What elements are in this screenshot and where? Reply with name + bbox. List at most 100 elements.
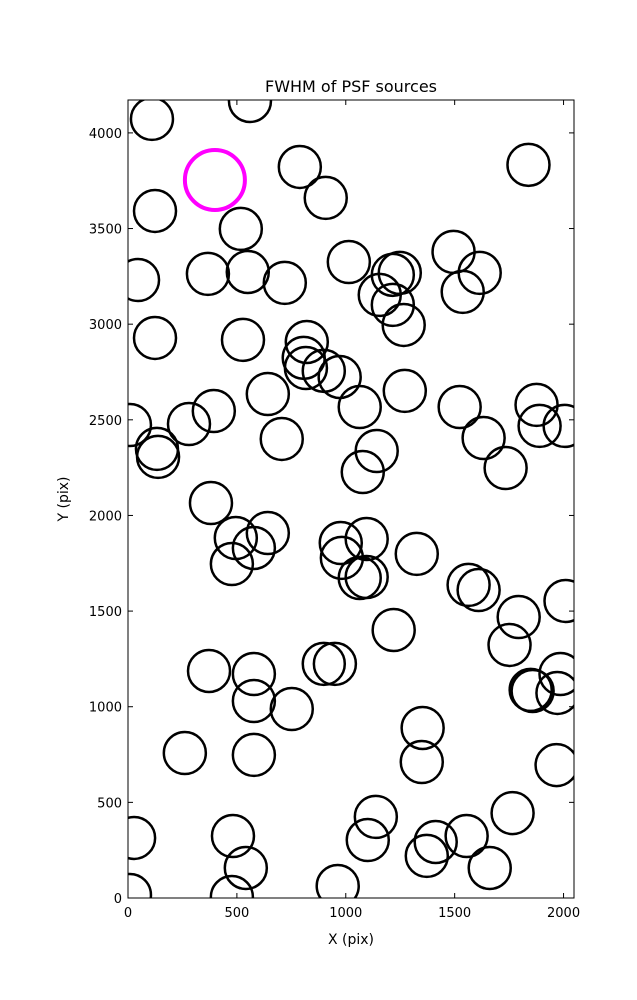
source-circle [457,250,502,296]
source-circle [483,445,528,491]
chart-title: FWHM of PSF sources [265,77,437,96]
source-circle [340,449,386,495]
source-circle [437,384,482,430]
x-tick-label: 1500 [438,906,471,921]
source-circle [188,480,234,526]
source-circle [490,790,535,836]
y-tick-label: 1500 [89,605,122,620]
source-circle [301,641,347,687]
y-axis-label: Y (pix) [56,477,72,523]
source-circle [394,531,440,577]
source-circle [381,302,426,348]
source-circle [496,594,541,640]
source-circle [209,874,255,898]
source-circle [129,100,175,142]
plot-frame [127,99,575,899]
source-circle [132,188,178,234]
y-tick-label: 500 [97,796,122,811]
source-circle [510,668,555,714]
source-circle [461,415,506,461]
source-circle [284,319,330,365]
source-circle [191,388,237,434]
source-circle [400,705,445,751]
source-circle [231,678,277,724]
source-circle [283,345,329,391]
source-circle [543,578,574,624]
source-circle [467,845,512,891]
source-circle [303,175,348,221]
source-circle [382,368,428,414]
source-circle [404,833,450,879]
source-circle [431,229,476,275]
source-circle [259,416,304,462]
y-tick-label: 3000 [89,318,122,333]
source-circle [210,813,256,859]
source-circle [227,100,273,124]
source-circle [344,554,389,600]
source-circle [444,813,489,859]
source-circle [377,250,423,296]
source-circle [132,315,178,361]
source-circle [517,403,562,449]
source-circle [185,251,231,297]
y-tick-label: 0 [114,892,122,907]
x-axis-label: X (pix) [328,932,374,948]
reference-circle [182,147,247,212]
source-circle [134,426,180,472]
source-circle [135,434,181,480]
source-circle [166,401,212,447]
source-circle [128,257,161,303]
source-circle [487,622,532,668]
source-circle [277,144,323,190]
source-circle [220,317,266,363]
x-tick-label: 0 [124,906,132,921]
plot-marks [128,100,574,898]
source-circle [225,249,271,295]
source-circle [456,567,501,613]
y-tick-label: 3500 [89,223,122,238]
source-circle [440,269,485,315]
source-circle [186,648,232,694]
source-circle [542,403,574,449]
source-circle [413,819,458,865]
source-circle [245,371,291,417]
source-circle [353,794,399,840]
source-circle [345,817,391,863]
source-circle [209,541,255,587]
source-circle [315,863,360,898]
source-circle [245,510,291,556]
source-circle [231,651,277,697]
y-tick-label: 2000 [89,509,122,524]
y-tick-label: 4000 [89,127,122,142]
source-circle [128,815,157,861]
x-tick-label: 1000 [329,906,362,921]
source-circle [344,516,389,562]
source-circle [223,845,269,891]
source-circle [326,239,372,285]
source-circle [312,641,358,687]
source-circle [534,742,574,788]
source-circle [128,402,153,448]
source-circle [399,739,445,785]
source-circle [231,732,277,778]
source-circle [262,260,308,306]
source-circle [128,872,153,898]
source-circle [535,670,574,716]
source-circle [337,384,382,430]
x-tick-label: 500 [224,906,249,921]
source-circle [318,520,364,566]
source-circle [218,206,264,252]
source-circle [370,282,416,328]
source-circle [371,607,416,653]
source-circle [446,562,491,608]
x-tick-label: 2000 [547,906,580,921]
y-tick-label: 2500 [89,414,122,429]
y-tick-label: 1000 [89,701,122,716]
source-circle [162,730,208,776]
source-circle [506,142,551,188]
source-circle [269,686,315,732]
source-circle [231,525,277,571]
source-circle [538,651,574,697]
